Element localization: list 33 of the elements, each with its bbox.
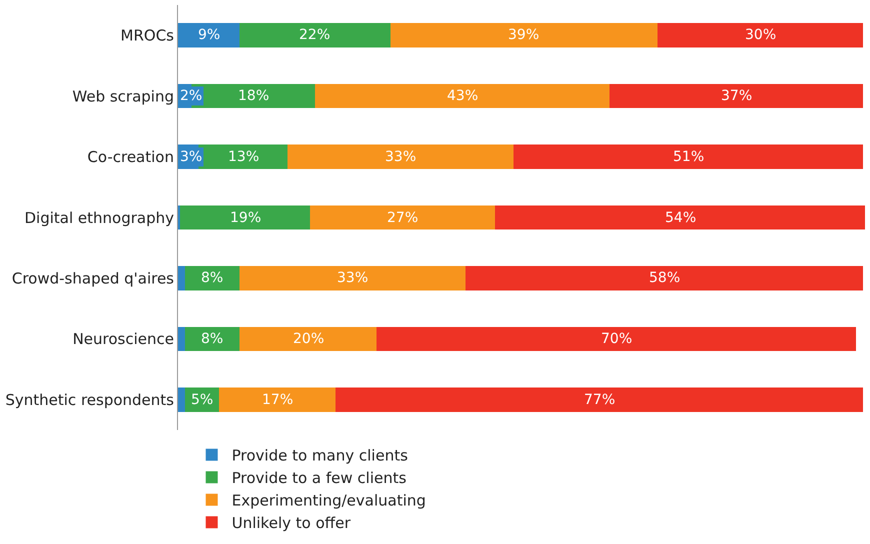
- data-label: 58%: [649, 270, 680, 286]
- data-label: 22%: [299, 27, 330, 43]
- data-label: 27%: [387, 210, 418, 226]
- data-label: 18%: [238, 88, 270, 104]
- data-label: 9%: [198, 27, 220, 43]
- data-label: 51%: [673, 149, 704, 165]
- data-label: 37%: [721, 88, 752, 104]
- data-label: 19%: [230, 210, 262, 226]
- data-label: 17%: [262, 392, 294, 408]
- y-tick-label: Digital ethnography: [24, 208, 174, 227]
- data-label: 20%: [293, 331, 324, 347]
- data-label: 8%: [201, 270, 224, 286]
- legend-label: Provide to a few clients: [232, 469, 407, 488]
- data-label: 13%: [228, 149, 260, 165]
- y-tick-label: MROCs: [120, 26, 174, 45]
- y-tick-label: Synthetic respondents: [5, 390, 174, 409]
- legend-label: Provide to many clients: [232, 446, 408, 465]
- legend-label: Experimenting/evaluating: [232, 492, 426, 510]
- y-tick-label: Neuroscience: [72, 330, 174, 348]
- data-label: 54%: [665, 210, 696, 226]
- data-label: 5%: [191, 392, 214, 408]
- data-label: 70%: [601, 331, 632, 347]
- data-label: 33%: [385, 149, 416, 165]
- data-label: 33%: [337, 270, 368, 286]
- data-label: 8%: [201, 331, 224, 347]
- data-label: 39%: [508, 27, 540, 43]
- y-tick-label: Co-creation: [87, 148, 174, 166]
- y-tick-label: Crowd-shaped q'aires: [12, 269, 174, 288]
- legend-label: Unlikely to offer: [232, 514, 352, 532]
- data-label: 43%: [447, 88, 478, 104]
- data-label: 30%: [745, 27, 776, 43]
- data-label: 77%: [584, 392, 616, 408]
- y-tick-label: Web scraping: [72, 87, 174, 106]
